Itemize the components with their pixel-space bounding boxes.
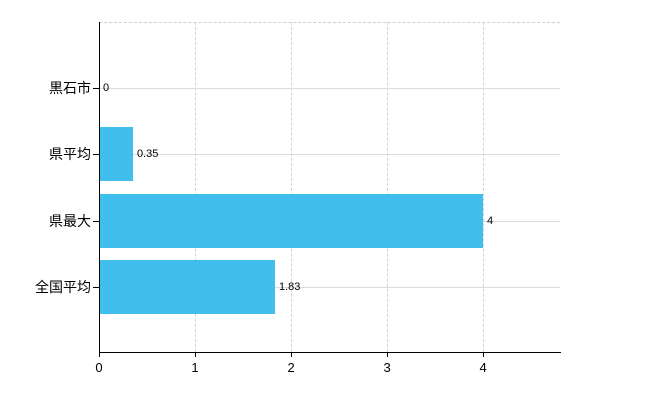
bar [99, 194, 483, 248]
category-label: 県平均 [49, 146, 91, 162]
y-axis-line [99, 22, 100, 352]
bar [99, 127, 133, 181]
y-axis-tick [93, 88, 99, 89]
bar-value-label: 4 [487, 215, 494, 227]
x-axis-tick [195, 352, 197, 357]
x-gridline [387, 22, 389, 352]
bar-value-label: 1.83 [279, 281, 301, 293]
category-label: 県最大 [49, 213, 91, 229]
category-gridline [99, 287, 560, 288]
y-axis-tick [93, 154, 99, 155]
x-axis-tick-label: 2 [287, 360, 295, 375]
x-axis-line [99, 352, 561, 353]
x-axis-tick [483, 352, 485, 357]
x-axis-tick-label: 4 [479, 360, 487, 375]
category-gridline [99, 154, 560, 155]
y-axis-tick [93, 287, 99, 288]
category-gridline [99, 88, 560, 89]
x-axis-tick [291, 352, 293, 357]
bar-value-label: 0 [103, 82, 110, 94]
x-axis-tick [387, 352, 389, 357]
x-gridline [195, 22, 197, 352]
x-axis-tick [99, 352, 100, 357]
x-axis-tick-label: 1 [191, 360, 199, 375]
x-axis-tick-label: 0 [95, 360, 103, 375]
y-axis-tick [93, 221, 99, 222]
bar [99, 260, 275, 314]
category-label: 全国平均 [35, 279, 91, 295]
x-gridline [291, 22, 293, 352]
category-label: 黒石市 [49, 80, 91, 96]
x-gridline [483, 22, 485, 352]
x-axis-tick-label: 3 [383, 360, 391, 375]
plot-top-border [99, 22, 560, 23]
bar-value-label: 0.35 [137, 148, 159, 160]
